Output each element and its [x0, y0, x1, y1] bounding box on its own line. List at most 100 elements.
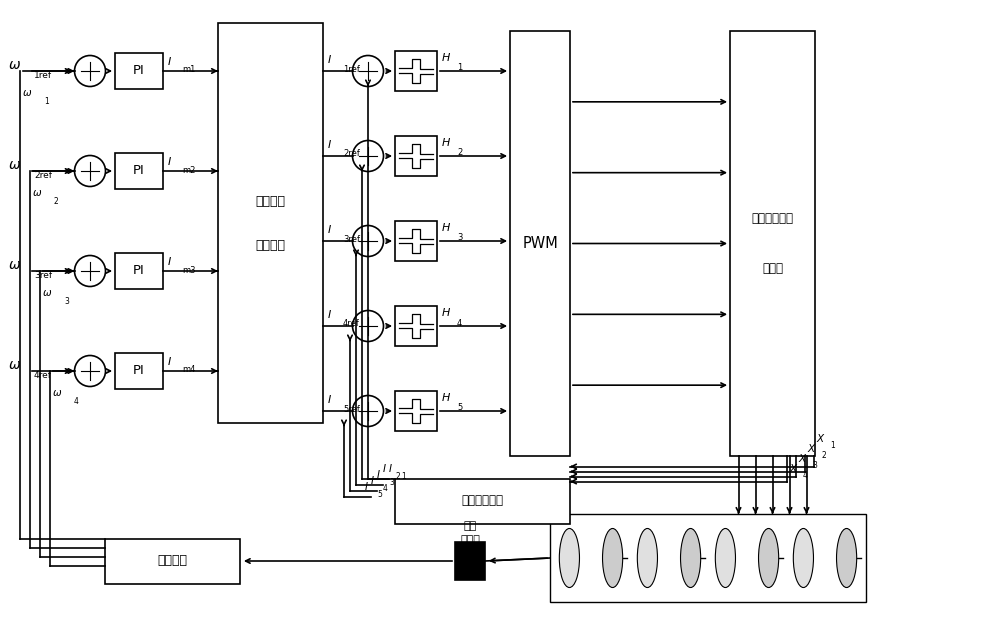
Text: 2ref: 2ref: [34, 170, 52, 180]
Text: 位置: 位置: [463, 521, 477, 531]
Text: 4ref: 4ref: [343, 319, 360, 329]
Text: 5: 5: [377, 490, 382, 499]
Text: PI: PI: [133, 64, 145, 78]
Text: 4: 4: [457, 319, 462, 327]
Ellipse shape: [793, 528, 813, 588]
Text: $I$: $I$: [327, 223, 332, 235]
Text: m1: m1: [182, 66, 195, 74]
Text: 5: 5: [457, 404, 462, 413]
Bar: [218, 23, 323, 423]
Ellipse shape: [759, 528, 779, 588]
Text: 转速计算: 转速计算: [158, 555, 188, 568]
Text: 3ref: 3ref: [343, 235, 360, 244]
Text: 参考电流: 参考电流: [256, 195, 286, 207]
Text: 2: 2: [54, 197, 59, 205]
Bar: [395, 136, 437, 176]
Text: $H$: $H$: [441, 391, 451, 403]
Text: 5ref: 5ref: [343, 404, 360, 414]
Text: $\omega$: $\omega$: [32, 188, 42, 198]
Bar: [115, 253, 163, 289]
Text: 3: 3: [457, 233, 462, 242]
Text: 1: 1: [457, 63, 462, 73]
Text: 1: 1: [44, 96, 49, 106]
Text: 3: 3: [812, 461, 817, 470]
Text: 电流重构计算: 电流重构计算: [462, 495, 504, 508]
Text: $I$: $I$: [327, 138, 332, 150]
Bar: [115, 153, 163, 189]
Text: 1ref: 1ref: [343, 64, 360, 73]
Bar: [550, 514, 866, 602]
Text: $\omega$: $\omega$: [52, 388, 62, 398]
Text: $X$: $X$: [798, 452, 808, 464]
Text: $I$: $I$: [370, 475, 375, 486]
Text: $\omega$: $\omega$: [22, 88, 32, 98]
Bar: [395, 51, 437, 91]
Text: m3: m3: [182, 265, 195, 274]
Text: 1: 1: [830, 441, 835, 449]
Text: PI: PI: [133, 165, 145, 178]
Text: 1: 1: [401, 472, 406, 481]
Text: 2: 2: [821, 451, 826, 459]
Text: $I$: $I$: [327, 393, 332, 405]
Text: PI: PI: [133, 364, 145, 377]
Bar: [455, 542, 485, 580]
Bar: [555, 522, 627, 594]
Text: 五相电压源型: 五相电压源型: [752, 212, 794, 225]
Text: 4: 4: [383, 484, 388, 493]
Text: 4: 4: [74, 396, 79, 406]
Text: 3ref: 3ref: [34, 270, 52, 279]
Ellipse shape: [637, 528, 657, 588]
Text: $H$: $H$: [441, 51, 451, 63]
Bar: [711, 522, 783, 594]
Bar: [395, 478, 570, 523]
Text: $\omega$: $\omega$: [42, 288, 52, 298]
Text: $\omega$: $\omega$: [8, 258, 21, 272]
Text: $X$: $X$: [816, 432, 826, 444]
Text: 逆变器: 逆变器: [762, 262, 783, 275]
Text: 4ref: 4ref: [34, 371, 52, 379]
Text: 传感器: 传感器: [460, 535, 480, 545]
Text: 2: 2: [457, 148, 462, 158]
Ellipse shape: [681, 528, 701, 588]
Text: $I$: $I$: [167, 55, 172, 67]
Text: $H$: $H$: [441, 306, 451, 318]
Text: $\omega$: $\omega$: [8, 158, 21, 172]
Ellipse shape: [715, 528, 735, 588]
Bar: [789, 522, 861, 594]
Bar: [115, 353, 163, 389]
Text: 3: 3: [389, 478, 394, 487]
Text: $H$: $H$: [441, 221, 451, 233]
Ellipse shape: [559, 528, 579, 588]
Text: 1ref: 1ref: [34, 71, 52, 80]
Text: $I$: $I$: [388, 463, 393, 475]
Text: m2: m2: [182, 165, 195, 175]
Text: $I$: $I$: [327, 308, 332, 320]
Text: m4: m4: [182, 366, 195, 374]
Text: $I$: $I$: [327, 53, 332, 65]
Text: $X$: $X$: [807, 442, 817, 454]
Text: $I$: $I$: [167, 355, 172, 367]
Text: $\omega$: $\omega$: [8, 58, 21, 72]
Text: PWM: PWM: [522, 236, 558, 251]
Ellipse shape: [603, 528, 623, 588]
Bar: [105, 538, 240, 583]
Bar: [395, 221, 437, 261]
Text: $I$: $I$: [167, 155, 172, 167]
Text: 3: 3: [64, 297, 69, 305]
Text: 重构模块: 重构模块: [256, 239, 286, 252]
Bar: [115, 53, 163, 89]
Text: $I$: $I$: [376, 468, 381, 481]
Text: $I$: $I$: [382, 463, 387, 475]
Text: 4: 4: [803, 471, 808, 480]
Text: PI: PI: [133, 265, 145, 277]
Ellipse shape: [837, 528, 857, 588]
Text: $H$: $H$: [441, 136, 451, 148]
Text: $X$: $X$: [789, 462, 799, 474]
Bar: [395, 306, 437, 346]
Text: 2ref: 2ref: [343, 150, 360, 158]
Bar: [395, 391, 437, 431]
Bar: [510, 31, 570, 456]
Text: $I$: $I$: [364, 481, 369, 493]
Text: 2: 2: [395, 472, 400, 481]
Text: $\omega$: $\omega$: [8, 358, 21, 372]
